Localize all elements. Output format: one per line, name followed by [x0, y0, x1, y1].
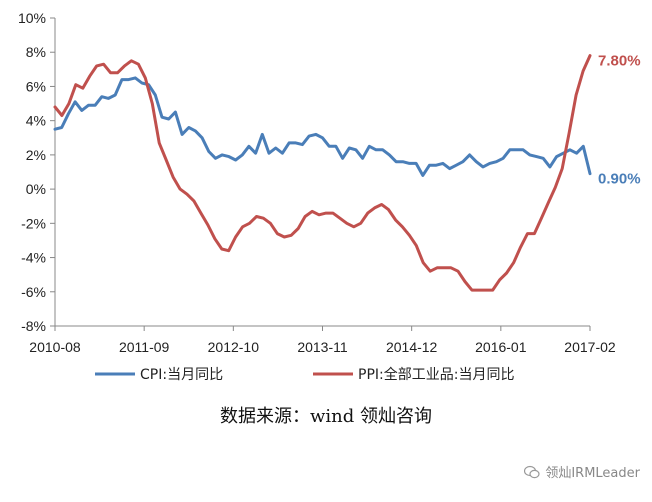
- series-lines: [53, 54, 592, 292]
- x-tick-label: 2011-09: [119, 339, 170, 355]
- x-axis-ticks: 2010-08 2011-09 2012-10 2013-11 2014-12 2016-…: [29, 326, 616, 355]
- legend-label-1: CPI:当月同比: [140, 367, 223, 383]
- y-tick-label: -6%: [21, 284, 46, 300]
- x-tick-label: 2016-01: [475, 339, 527, 355]
- y-tick-label: -4%: [21, 250, 46, 266]
- y-tick-label: 10%: [18, 10, 46, 26]
- y-tick-label: -2%: [21, 215, 46, 231]
- y-axis-ticks: 10% 8% 6% 4% 2% 0% -2% -4% -6% -8%: [18, 10, 55, 334]
- y-tick-label: 8%: [26, 44, 46, 60]
- watermark: 领灿IRMLeader: [524, 462, 640, 481]
- x-tick-label: 2013-11: [297, 339, 348, 355]
- x-tick-label: 2010-08: [29, 339, 81, 355]
- line-chart: 10% 8% 6% 4% 2% 0% -2% -4% -6% -8% 2010-08 2011-09…: [18, 10, 641, 383]
- series-line-1: [53, 76, 592, 177]
- y-tick-label: 4%: [26, 113, 46, 129]
- series-end-label-1: 0.90%: [598, 171, 641, 188]
- legend-label-2: PPI:全部工业品:当月同比: [358, 366, 514, 383]
- x-tick-label: 2017-02: [564, 339, 616, 355]
- x-tick-label: 2012-10: [208, 339, 260, 355]
- wechat-icon: [524, 465, 540, 478]
- series-line-2: [53, 54, 592, 292]
- y-tick-label: 2%: [26, 147, 46, 163]
- series-end-label-2: 7.80%: [598, 53, 641, 70]
- y-tick-label: -8%: [21, 318, 46, 334]
- legend: CPI:当月同比 PPI:全部工业品:当月同比: [95, 366, 514, 383]
- end-labels: 0.90% 7.80%: [598, 53, 641, 188]
- x-tick-label: 2014-12: [386, 339, 438, 355]
- y-tick-label: 6%: [26, 78, 46, 94]
- source-note: 数据来源：wind 领灿咨询: [219, 406, 432, 427]
- y-tick-label: 0%: [26, 181, 46, 197]
- watermark-text: 领灿IRMLeader: [545, 466, 640, 481]
